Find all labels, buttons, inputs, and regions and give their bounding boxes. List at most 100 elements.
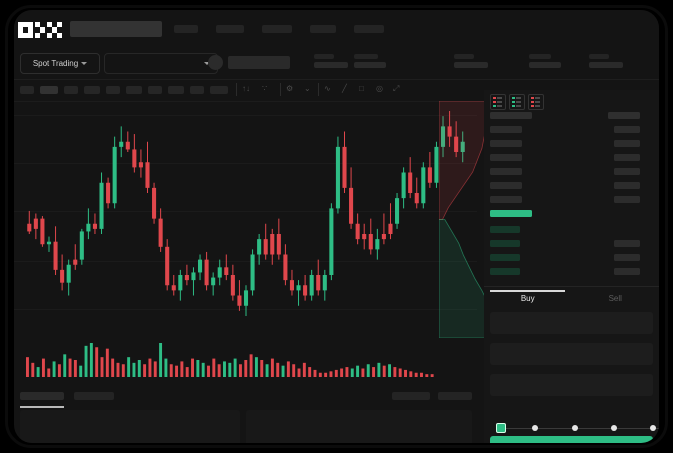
chart-toolbar: ↑↓ ∵ ⚙ ⌄ ∿ ╱ □ ◎ ⤢ — [14, 79, 659, 102]
slider-node-100[interactable] — [650, 425, 656, 431]
both-icon[interactable] — [490, 94, 506, 110]
amount-slider-track[interactable] — [502, 428, 659, 429]
tab-buy[interactable]: Buy — [520, 294, 535, 303]
market-stat-2 — [454, 54, 488, 68]
ask-price-4 — [490, 182, 522, 189]
search-input[interactable] — [70, 21, 162, 37]
market-sub-header: Spot Trading — [14, 45, 659, 80]
order-book-panel — [484, 90, 659, 290]
timeframe-button-5[interactable] — [126, 86, 142, 94]
ask-price-1 — [490, 140, 522, 147]
toolbar-divider — [280, 83, 281, 96]
slider-node-75[interactable] — [610, 425, 617, 431]
timeframe-button-3[interactable] — [84, 86, 100, 94]
bid-price-3 — [490, 268, 520, 275]
order-book-header-price — [490, 112, 532, 119]
chevron-down-icon — [204, 62, 210, 65]
orders-panel-1 — [246, 410, 472, 443]
stat-value — [454, 62, 488, 68]
last-price-row — [490, 210, 532, 217]
ask-amount-0 — [614, 126, 640, 133]
chevron-down-icon[interactable]: ⌄ — [304, 84, 311, 93]
timeframe-button-7[interactable] — [168, 86, 184, 94]
market-stat-4 — [589, 54, 623, 68]
okx-logo[interactable] — [18, 22, 62, 38]
amount-field[interactable] — [490, 343, 653, 365]
slider-node-25[interactable] — [532, 425, 539, 431]
slider-node-50[interactable] — [571, 425, 578, 431]
timeframe-button-6[interactable] — [148, 86, 162, 94]
timeframe-button-0[interactable] — [20, 86, 34, 94]
stat-value — [354, 62, 386, 68]
bids-icon[interactable] — [509, 94, 525, 110]
toolbar-divider — [236, 83, 237, 96]
stat-label — [589, 54, 609, 59]
fullscreen-icon[interactable]: ⤢ — [393, 84, 400, 93]
stat-label — [454, 54, 474, 59]
amount-slider-handle[interactable] — [496, 423, 506, 433]
orders-tab-1[interactable] — [74, 392, 114, 400]
stat-value — [589, 62, 623, 68]
order-book-divider — [484, 286, 659, 287]
ask-amount-1 — [614, 140, 640, 147]
candle-series — [27, 111, 465, 316]
settings-icon[interactable]: ⚙ — [286, 84, 294, 93]
compare-icon[interactable]: ∵ — [262, 84, 268, 93]
timeframe-button-9[interactable] — [210, 86, 228, 94]
timeframe-button-1[interactable] — [40, 86, 58, 94]
nav-item-0[interactable] — [174, 25, 198, 33]
camera-icon[interactable]: □ — [359, 84, 364, 93]
candlestick-chart[interactable] — [14, 101, 477, 331]
stat-value — [529, 62, 561, 68]
line-chart-icon[interactable]: ∿ — [324, 84, 331, 93]
toolbar-divider — [318, 83, 319, 96]
orders-action-0[interactable] — [392, 392, 430, 400]
gridline-1 — [14, 163, 477, 164]
nav-item-1[interactable] — [216, 25, 244, 33]
tab-sell[interactable]: Sell — [608, 294, 622, 303]
asks-icon[interactable] — [528, 94, 544, 110]
magnet-icon[interactable]: ◎ — [376, 84, 383, 93]
market-stat-1 — [354, 54, 386, 68]
okx-trading-app: Spot Trading ↑↓ ∵ ⚙ ⌄ ∿ ╱ □ ◎ ⤢ — [14, 10, 659, 443]
volume-histogram — [14, 335, 477, 385]
nav-item-2[interactable] — [262, 25, 292, 33]
ask-amount-2 — [614, 154, 640, 161]
bid-amount-1 — [614, 240, 640, 247]
total-field[interactable] — [490, 374, 653, 396]
timeframe-button-8[interactable] — [190, 86, 204, 94]
stat-label — [354, 54, 378, 59]
price-field[interactable] — [490, 312, 653, 334]
ask-price-5 — [490, 196, 522, 203]
indicator-icon[interactable]: ↑↓ — [242, 84, 250, 93]
buy-tab-underline — [490, 290, 565, 292]
stat-label — [314, 54, 334, 59]
orders-action-1[interactable] — [438, 392, 472, 400]
gridline-3 — [14, 261, 477, 262]
gridline-2 — [14, 211, 477, 212]
ask-price-3 — [490, 168, 522, 175]
timeframe-button-2[interactable] — [64, 86, 78, 94]
pair-name-label — [228, 56, 290, 69]
nav-item-4[interactable] — [354, 25, 384, 33]
stat-label — [529, 54, 551, 59]
trading-pair-select[interactable] — [104, 53, 218, 74]
bid-amount-2 — [614, 254, 640, 261]
ask-amount-4 — [614, 182, 640, 189]
market-stat-3 — [529, 54, 561, 68]
orders-panel-0 — [20, 410, 240, 443]
gridline-0 — [14, 115, 477, 116]
spot-trading-label: Spot Trading — [32, 59, 79, 68]
orders-tab-0[interactable] — [20, 392, 64, 400]
submit-order-button[interactable] — [490, 436, 653, 443]
ask-amount-5 — [614, 196, 640, 203]
nav-item-3[interactable] — [310, 25, 336, 33]
drawing-tools-icon[interactable]: ╱ — [342, 84, 347, 93]
spot-trading-dropdown[interactable]: Spot Trading — [20, 53, 100, 74]
ask-price-0 — [490, 126, 522, 133]
timeframe-button-4[interactable] — [106, 86, 120, 94]
bid-price-2 — [490, 254, 520, 261]
active-tab-underline — [20, 406, 64, 408]
volume-bars — [26, 343, 434, 377]
